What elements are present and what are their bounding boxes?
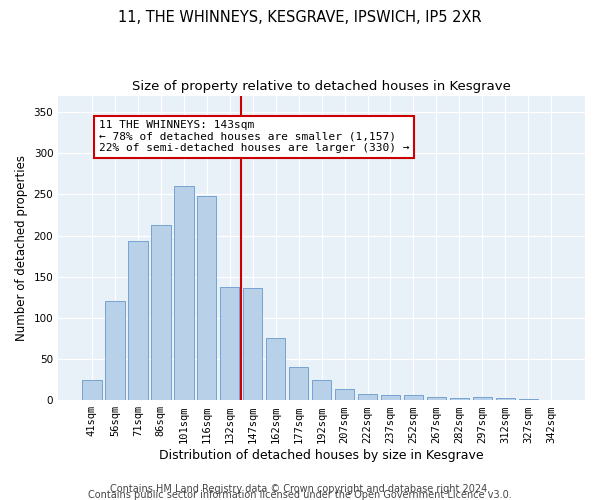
Bar: [312, 380, 331, 400]
Bar: [220, 288, 239, 400]
Text: 11, THE WHINNEYS, KESGRAVE, IPSWICH, IP5 2XR: 11, THE WHINNEYS, KESGRAVE, IPSWICH, IP5…: [118, 10, 482, 25]
Bar: [427, 397, 446, 400]
Bar: [289, 368, 308, 400]
Bar: [243, 288, 262, 400]
Bar: [151, 225, 170, 400]
Bar: [473, 397, 492, 400]
Bar: [105, 302, 125, 400]
Bar: [404, 396, 423, 400]
Bar: [335, 388, 355, 400]
Bar: [518, 398, 538, 400]
Bar: [358, 394, 377, 400]
Bar: [496, 398, 515, 400]
Bar: [82, 380, 101, 400]
Title: Size of property relative to detached houses in Kesgrave: Size of property relative to detached ho…: [132, 80, 511, 93]
X-axis label: Distribution of detached houses by size in Kesgrave: Distribution of detached houses by size …: [159, 450, 484, 462]
Y-axis label: Number of detached properties: Number of detached properties: [15, 155, 28, 341]
Bar: [266, 338, 286, 400]
Text: Contains HM Land Registry data © Crown copyright and database right 2024.: Contains HM Land Registry data © Crown c…: [110, 484, 490, 494]
Text: Contains public sector information licensed under the Open Government Licence v3: Contains public sector information licen…: [88, 490, 512, 500]
Bar: [449, 398, 469, 400]
Bar: [128, 242, 148, 400]
Bar: [381, 396, 400, 400]
Bar: [174, 186, 194, 400]
Bar: [197, 196, 217, 400]
Text: 11 THE WHINNEYS: 143sqm
← 78% of detached houses are smaller (1,157)
22% of semi: 11 THE WHINNEYS: 143sqm ← 78% of detache…: [99, 120, 409, 154]
